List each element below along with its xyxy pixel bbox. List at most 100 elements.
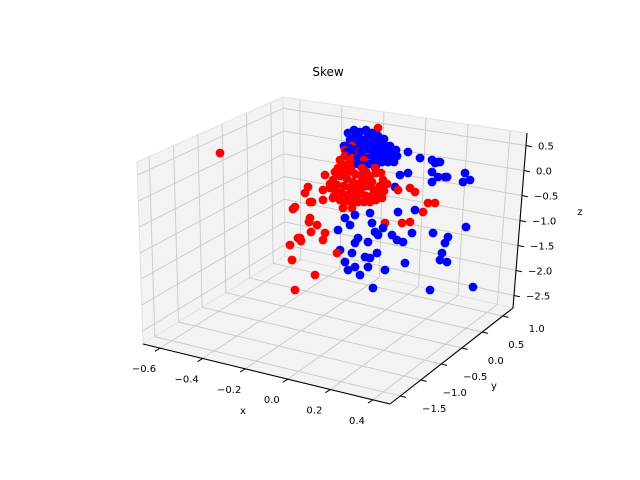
scatter-point-red [347,203,357,213]
scatter-point-blue [442,257,452,267]
scatter-point-blue [343,128,353,138]
scatter-point-red [430,198,440,208]
scatter-point-blue [333,225,343,235]
scatter-point-blue [355,270,365,280]
scatter-point-blue [389,157,399,167]
z-tick-label: −2.0 [528,267,552,278]
scatter-point-red [365,197,375,207]
scatter-point-blue [395,170,405,180]
grid-z-right-wall [283,176,521,221]
x-tick-mark [367,399,374,404]
x-tick-mark [154,347,161,352]
z-tick-label: −1.0 [532,217,556,228]
scatter-point-blue [440,172,450,182]
scatter-point-blue [365,253,375,263]
x-tick-mark [325,389,331,394]
scatter-point-blue [340,257,350,267]
scatter-point-blue [350,210,360,220]
scatter-point-red [328,193,338,203]
scatter-point-blue [425,285,435,295]
z-tick-label: 0.5 [538,142,554,153]
scatter-point-red [318,235,328,245]
x-tick-label: 0.4 [349,416,365,427]
scatter-point-red [332,248,342,258]
scatter-point-blue [343,265,353,275]
x-tick-label: −0.6 [132,364,156,375]
grid-y-floor [249,277,483,333]
scatter-point-red [320,228,330,238]
scatter-point-blue [363,237,373,247]
x-axis-line [142,343,391,405]
scatter-point-red [288,204,298,214]
x-tick-mark [239,368,246,373]
scatter-point-red [312,220,322,230]
y-tick-label: −0.5 [463,372,487,383]
scatter-point-red [418,207,428,217]
scatter-point-blue [407,228,417,238]
x-tick-label: −0.4 [174,374,198,385]
scatter-point-blue [367,218,377,228]
scatter-point-blue [458,177,468,187]
scatter-point-blue [373,230,383,240]
grid-y-floor [202,306,442,365]
scatter-point-red [296,236,306,246]
scatter-point-blue [427,177,437,187]
scatter-point-blue [433,172,443,182]
scatter-point-red [318,195,328,205]
grid-z-left-wall [142,244,286,332]
scatter-point-red [382,179,392,189]
y-tick-mark [461,347,468,350]
scatter-point-blue [428,228,438,238]
grid-z-left-wall [138,130,284,202]
y-tick-label: −1.5 [422,404,446,415]
scatter-point-blue [415,153,425,163]
scatter-point-blue [430,158,440,168]
scatter-point-red [373,123,383,133]
z-tick-mark [521,195,529,198]
grid-x-floor [287,286,419,380]
scatter-point-red [423,198,433,208]
x-tick-label: 0.0 [264,395,280,406]
grid-x-floor [159,259,301,349]
scatter-point-red [300,188,310,198]
grid-z-left-wall [138,153,284,228]
scatter-point-red [287,255,297,265]
z-tick-mark [523,170,531,173]
scatter-point-red [397,218,407,228]
scatter-point-blue [345,220,355,230]
y-axis-line [389,307,514,405]
scatter-point-blue [427,167,437,177]
scatter-point-blue [368,283,378,293]
grid-y-floor [273,262,503,317]
scatter-point-blue [403,168,413,178]
y-tick-label: 0.0 [488,356,504,367]
grid-x-floor [372,304,498,401]
grid-z-left-wall [137,107,284,176]
z-tick-mark [525,145,533,148]
scatter-point-blue [372,248,382,258]
scatter-point-red [410,187,420,197]
grid-y-floor [154,336,401,397]
scatter-point-blue [363,262,373,272]
grid-z-right-wall [283,107,527,146]
scatter-point-blue [378,223,388,233]
scatter-point-red [318,185,328,195]
x-tick-mark [197,358,203,363]
scatter-point-blue [340,213,350,223]
scatter-point-blue [350,238,360,248]
x-tick-label: −0.2 [217,385,241,396]
x-axis-label: x [240,406,246,417]
x-tick-label: 0.2 [306,406,322,417]
scatter-point-red [215,148,225,158]
y-tick-mark [400,395,407,398]
grid-z-right-wall [283,130,525,171]
y-tick-mark [502,315,509,318]
z-tick-label: −2.5 [526,292,550,303]
scatter-point-red [290,285,300,295]
scatter-point-blue [365,208,375,218]
scatter-point-blue [350,262,360,272]
grid-y-floor [178,321,421,381]
grid-x-floor [330,295,459,390]
